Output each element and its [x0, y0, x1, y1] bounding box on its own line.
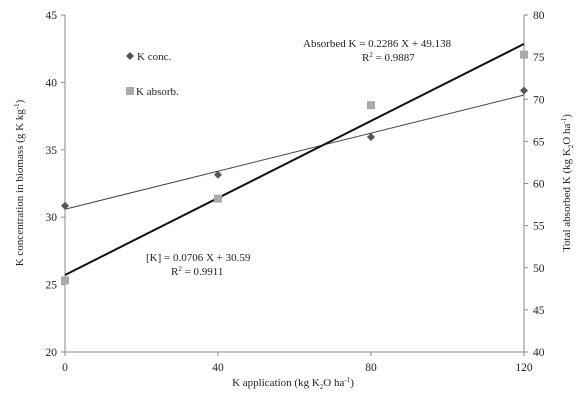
- x-tick-label: 40: [212, 362, 224, 374]
- legend-diamond-marker: [126, 52, 134, 60]
- k-conc-point: [214, 170, 222, 179]
- x-tick-label: 0: [62, 362, 68, 374]
- annotations: Absorbed K = 0.2286 X + 49.138 R2 = 0.98…: [146, 38, 452, 278]
- k-absorb-point: [520, 50, 528, 59]
- x-axis-title: K application (kg K2O ha-1): [232, 376, 354, 391]
- conc-r-squared: R2 = 0.9911: [171, 265, 223, 278]
- ticks: [61, 14, 528, 356]
- absorbed-equation: Absorbed K = 0.2286 X + 49.138: [303, 38, 452, 50]
- y-right-tick-label: 80: [533, 10, 545, 22]
- x-tick-label: 120: [515, 362, 533, 374]
- k-absorb-point: [61, 276, 69, 285]
- k-absorb-trendline: [64, 43, 525, 276]
- k-conc-point: [520, 86, 528, 95]
- y-right-tick-label: 60: [533, 179, 545, 191]
- y-left-tick-label: 20: [46, 347, 58, 359]
- y-right-tick-label: 45: [533, 305, 545, 317]
- absorbed-r-squared: R2 = 0.9887: [362, 51, 415, 64]
- y-left-tick-label: 45: [46, 10, 58, 22]
- k-conc-point: [367, 132, 375, 141]
- conc-equation: [K] = 0.0706 X + 30.59: [146, 252, 251, 264]
- legend-label-k-conc: K conc.: [137, 51, 171, 63]
- y-right-tick-label: 55: [533, 221, 545, 233]
- y-left-tick-label: 30: [46, 212, 58, 224]
- y-right-tick-label: 75: [533, 52, 545, 64]
- legend-label-k-absorb: K absorb.: [136, 86, 179, 98]
- y-right-tick-label: 50: [533, 263, 545, 275]
- legend: K conc. K absorb.: [126, 51, 179, 98]
- trendlines: [64, 43, 525, 276]
- y-right-axis-title: Total absorbed K (kg K2O ha-1): [560, 114, 575, 252]
- y-left-tick-label: 40: [46, 77, 58, 89]
- y-right-tick-label: 70: [533, 94, 545, 106]
- y-right-tick-label: 40: [533, 347, 545, 359]
- y-left-axis-title: K concentration in biomass (g K kg-1): [13, 99, 26, 266]
- k-conc-point: [61, 201, 69, 210]
- k-absorb-point: [367, 101, 375, 110]
- k-absorb-point: [214, 194, 222, 203]
- data-points: [61, 50, 528, 285]
- legend-square-marker: [126, 87, 134, 95]
- axes: [64, 15, 525, 353]
- tick-labels: 0 40 80 120 20 25 30 35 40 45 40 45 50 55 60 65 70 75 80: [46, 10, 545, 374]
- x-tick-label: 80: [365, 362, 377, 374]
- y-right-tick-label: 65: [533, 136, 545, 148]
- y-left-tick-label: 35: [46, 145, 58, 157]
- y-left-tick-label: 25: [46, 280, 58, 292]
- k-conc-trendline: [64, 94, 525, 210]
